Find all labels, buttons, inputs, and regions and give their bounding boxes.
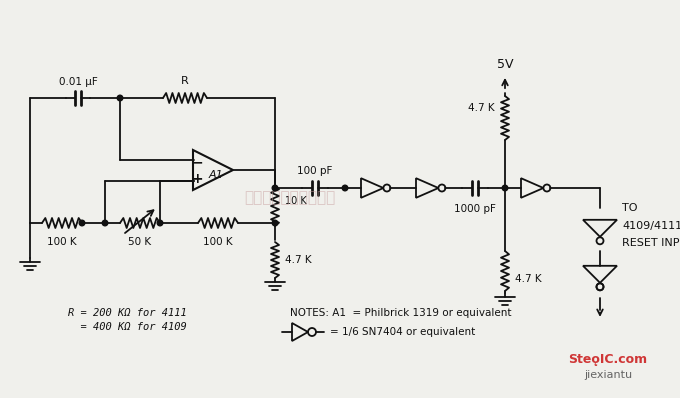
Circle shape [342,185,347,191]
Text: 4109/4111: 4109/4111 [622,221,680,231]
Text: 100 K: 100 K [203,237,233,247]
Text: −: − [191,155,203,169]
Text: 杭州将赛科技有限公司: 杭州将赛科技有限公司 [244,191,336,205]
Text: 4.7 K: 4.7 K [469,103,495,113]
Circle shape [272,185,278,191]
Text: 10 K: 10 K [285,196,307,206]
Text: 1000 pF: 1000 pF [454,204,496,214]
Text: RESET INPUT: RESET INPUT [622,238,680,248]
Circle shape [503,185,508,191]
Text: TO: TO [622,203,638,213]
Circle shape [79,220,85,226]
Text: 0.01 μF: 0.01 μF [58,77,97,87]
Text: jiexiantu: jiexiantu [584,370,632,380]
Text: R: R [181,76,189,86]
Circle shape [117,95,123,101]
Text: 5V: 5V [497,58,513,71]
Circle shape [272,220,278,226]
Text: 100 pF: 100 pF [297,166,333,176]
Text: SteǫIC.com: SteǫIC.com [568,353,647,366]
Text: = 400 KΩ for 4109: = 400 KΩ for 4109 [68,322,187,332]
Text: 100 K: 100 K [47,237,77,247]
Text: 4.7 K: 4.7 K [285,255,311,265]
Text: 50 K: 50 K [129,237,152,247]
Text: A1: A1 [209,170,223,180]
Text: 4.7 K: 4.7 K [515,274,542,284]
Text: R = 200 KΩ for 4111: R = 200 KΩ for 4111 [68,308,187,318]
Circle shape [157,220,163,226]
Text: = 1/6 SN7404 or equivalent: = 1/6 SN7404 or equivalent [330,327,475,337]
Circle shape [102,220,108,226]
Text: NOTES: A1  = Philbrick 1319 or equivalent: NOTES: A1 = Philbrick 1319 or equivalent [290,308,511,318]
Text: +: + [191,172,203,186]
